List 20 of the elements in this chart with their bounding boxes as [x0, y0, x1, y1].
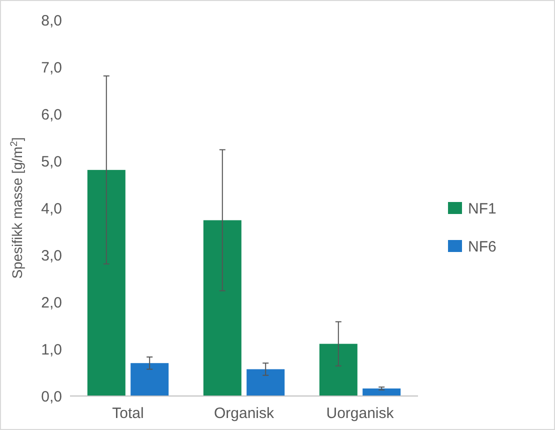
y-tick-label: 6,0: [41, 106, 62, 124]
y-tick-label: 2,0: [41, 294, 62, 312]
legend-label: NF1: [468, 200, 496, 218]
bar: [203, 220, 242, 396]
bar: [319, 344, 358, 396]
x-tick-label: Total: [112, 405, 144, 422]
y-tick-label: 7,0: [41, 59, 62, 76]
y-tick-label: 4,0: [41, 200, 62, 218]
bar: [130, 363, 169, 396]
bar: [362, 388, 401, 396]
bar: [246, 369, 285, 396]
x-tick-label: Organisk: [214, 405, 275, 422]
y-tick-label: 8,0: [41, 12, 62, 30]
y-tick-label: 1,0: [41, 341, 62, 358]
y-tick-label: 5,0: [41, 153, 62, 170]
y-tick-label: 0,0: [41, 388, 62, 406]
bar: [87, 170, 126, 396]
x-tick-label: Uorganisk: [326, 405, 394, 422]
legend-label: NF6: [468, 238, 496, 256]
y-tick-label: 3,0: [41, 247, 62, 264]
